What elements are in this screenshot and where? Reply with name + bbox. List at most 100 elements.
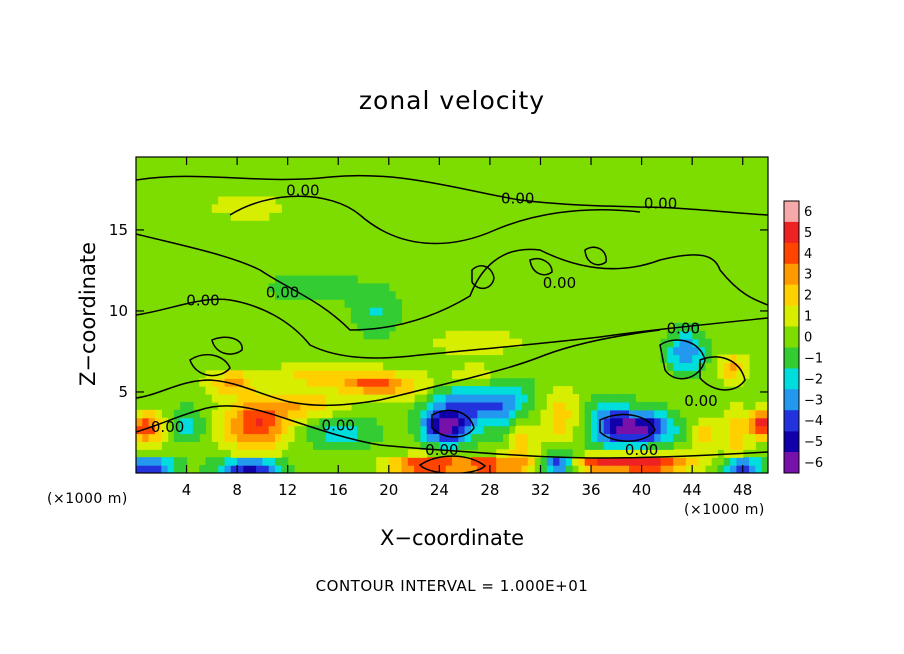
heatmap-cell	[635, 401, 643, 411]
heatmap-cell	[369, 425, 377, 435]
heatmap-cell	[262, 370, 270, 379]
heatmap-cell	[489, 386, 497, 395]
heatmap-cell	[433, 417, 440, 427]
heatmap-cell	[553, 425, 560, 435]
heatmap-cell	[313, 291, 320, 300]
heatmap-cell	[325, 378, 333, 387]
heatmap-cell	[249, 212, 257, 221]
heatmap-cell	[736, 465, 744, 473]
heatmap-cell	[496, 457, 504, 466]
heatmap-cell	[603, 409, 611, 419]
heatmap-cell	[521, 394, 529, 403]
heatmap-cell	[268, 433, 276, 442]
heatmap-cell	[369, 362, 377, 371]
heatmap-cell	[489, 401, 497, 411]
heatmap-cell	[325, 401, 333, 411]
heatmap-cell	[243, 196, 251, 205]
heatmap-cell	[369, 386, 377, 395]
heatmap-cell	[654, 433, 662, 442]
heatmap-cell	[249, 457, 257, 466]
heatmap-cell	[673, 370, 681, 379]
heatmap-cell	[243, 449, 251, 458]
heatmap-cell	[161, 433, 169, 442]
heatmap-cell	[268, 441, 276, 450]
heatmap-cell	[313, 441, 320, 450]
colorbar-swatch	[784, 368, 799, 390]
heatmap-cell	[268, 196, 276, 205]
heatmap-cell	[186, 417, 194, 427]
heatmap-cell	[319, 291, 327, 300]
heatmap-cell	[635, 457, 643, 466]
heatmap-cell	[155, 465, 162, 473]
heatmap-cell	[161, 457, 169, 466]
heatmap-cell	[666, 362, 674, 371]
heatmap-cell	[388, 322, 396, 332]
heatmap-cell	[287, 378, 295, 387]
heatmap-cell	[458, 465, 466, 473]
heatmap-cell	[275, 433, 282, 442]
heatmap-cell	[692, 425, 700, 435]
heatmap-cell	[711, 441, 718, 450]
heatmap-cell	[401, 465, 409, 473]
heatmap-cell	[344, 417, 352, 427]
heatmap-cell	[224, 417, 232, 427]
heatmap-cell	[679, 417, 687, 427]
heatmap-cell	[357, 425, 365, 435]
x-tick-label: 40	[632, 481, 651, 499]
heatmap-cell	[218, 394, 226, 403]
heatmap-cell	[331, 386, 339, 395]
heatmap-cell	[433, 386, 440, 395]
heatmap-cell	[622, 449, 630, 458]
heatmap-cell	[553, 449, 560, 458]
heatmap-cell	[230, 465, 238, 473]
heatmap-cell	[338, 425, 346, 435]
heatmap-cell	[268, 378, 276, 387]
heatmap-cell	[319, 386, 327, 395]
y-tick-label: 15	[109, 221, 128, 239]
heatmap-cell	[546, 433, 554, 442]
heatmap-cell	[502, 449, 510, 458]
heatmap-cell	[458, 417, 466, 427]
heatmap-cell	[243, 441, 251, 450]
heatmap-cell	[546, 465, 554, 473]
heatmap-cell	[508, 409, 516, 419]
heatmap-cell	[243, 425, 251, 435]
heatmap-cell	[376, 394, 384, 403]
heatmap-cell	[300, 378, 308, 387]
heatmap-cell	[331, 394, 339, 403]
heatmap-cell	[211, 409, 219, 419]
heatmap-cell	[395, 457, 402, 466]
heatmap-cell	[508, 417, 516, 427]
heatmap-cell	[515, 433, 523, 442]
heatmap-cell	[723, 417, 731, 427]
heatmap-cell	[679, 370, 687, 379]
heatmap-cell	[483, 330, 491, 340]
heatmap-cell	[508, 441, 516, 450]
heatmap-cell	[287, 386, 295, 395]
heatmap-cell	[471, 346, 478, 356]
heatmap-cell	[192, 417, 200, 427]
heatmap-cell	[268, 401, 276, 411]
heatmap-cell	[433, 401, 440, 411]
heatmap-cell	[610, 441, 617, 450]
heatmap-cell	[249, 409, 257, 419]
heatmap-cell	[439, 409, 447, 419]
heatmap-cell	[439, 386, 447, 395]
heatmap-cell	[325, 433, 333, 442]
heatmap-cell	[262, 465, 270, 473]
heatmap-cell	[597, 449, 605, 458]
heatmap-cell	[534, 441, 542, 450]
heatmap-cell	[211, 457, 219, 466]
heatmap-cell	[635, 449, 643, 458]
heatmap-cell	[546, 401, 554, 411]
heatmap-cell	[357, 291, 365, 300]
heatmap-cell	[565, 417, 573, 427]
heatmap-cell	[363, 330, 371, 340]
colorbar-swatch	[784, 431, 799, 453]
heatmap-cell	[224, 433, 232, 442]
heatmap-cell	[344, 386, 352, 395]
colorbar-swatch	[784, 347, 799, 369]
heatmap-cell	[325, 394, 333, 403]
heatmap-cell	[647, 425, 655, 435]
heatmap-cell	[331, 283, 339, 292]
